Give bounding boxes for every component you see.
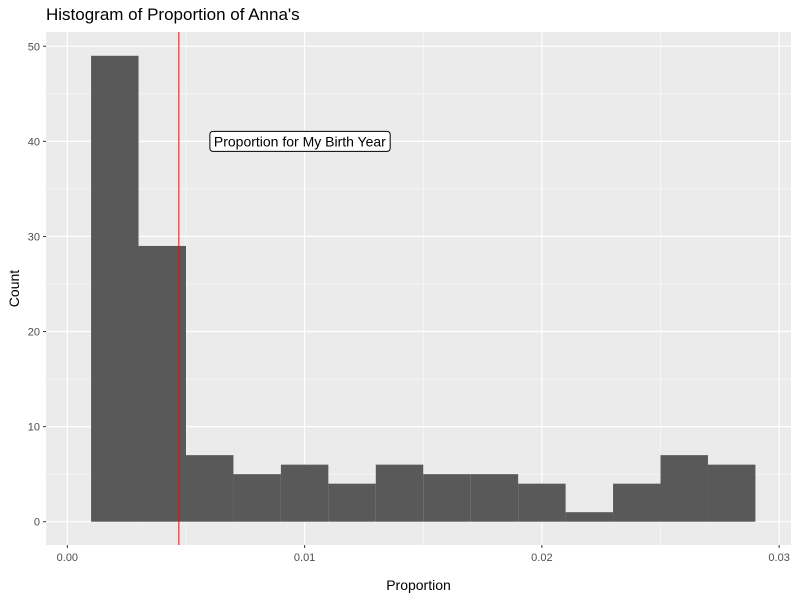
y-axis-title: Count bbox=[6, 270, 22, 307]
y-tick-label: 20 bbox=[28, 327, 40, 339]
histogram-bar bbox=[707, 464, 756, 522]
histogram-bar bbox=[470, 474, 519, 522]
y-tick-label: 50 bbox=[28, 41, 40, 53]
y-tick-label: 0 bbox=[34, 517, 40, 529]
x-tick-label: 0.01 bbox=[294, 552, 315, 564]
annotation-group: Proportion for My Birth Year bbox=[209, 130, 391, 152]
x-axis-title: Proportion bbox=[386, 577, 451, 593]
histogram-bar bbox=[565, 512, 614, 522]
histogram-bars bbox=[91, 55, 756, 522]
x-tick-label: 0.02 bbox=[531, 552, 552, 564]
histogram-bar bbox=[660, 455, 708, 522]
y-tick-label: 30 bbox=[28, 231, 40, 243]
y-tick-label: 40 bbox=[28, 136, 40, 148]
histogram-bar bbox=[185, 455, 234, 522]
histogram-bar bbox=[613, 483, 661, 522]
x-tick-label: 0.03 bbox=[768, 552, 789, 564]
histogram-bar bbox=[233, 474, 281, 522]
y-tick-label: 10 bbox=[28, 422, 40, 434]
histogram-bar bbox=[91, 55, 139, 522]
histogram-bar bbox=[423, 474, 471, 522]
histogram-bar bbox=[518, 483, 566, 522]
histogram-bar bbox=[280, 464, 329, 522]
histogram-bar bbox=[375, 464, 424, 522]
histogram-bar bbox=[138, 245, 186, 522]
x-axis: 0.00 0.01 0.02 0.03 bbox=[57, 545, 790, 564]
annotation-box bbox=[209, 130, 391, 152]
annotation-label: Proportion for My Birth Year bbox=[214, 133, 386, 149]
x-tick-label: 0.00 bbox=[57, 552, 78, 564]
histogram-bar bbox=[328, 483, 376, 522]
y-axis: 0 10 20 30 40 50 bbox=[28, 41, 46, 529]
chart-title: Histogram of Proportion of Anna's bbox=[46, 5, 300, 24]
